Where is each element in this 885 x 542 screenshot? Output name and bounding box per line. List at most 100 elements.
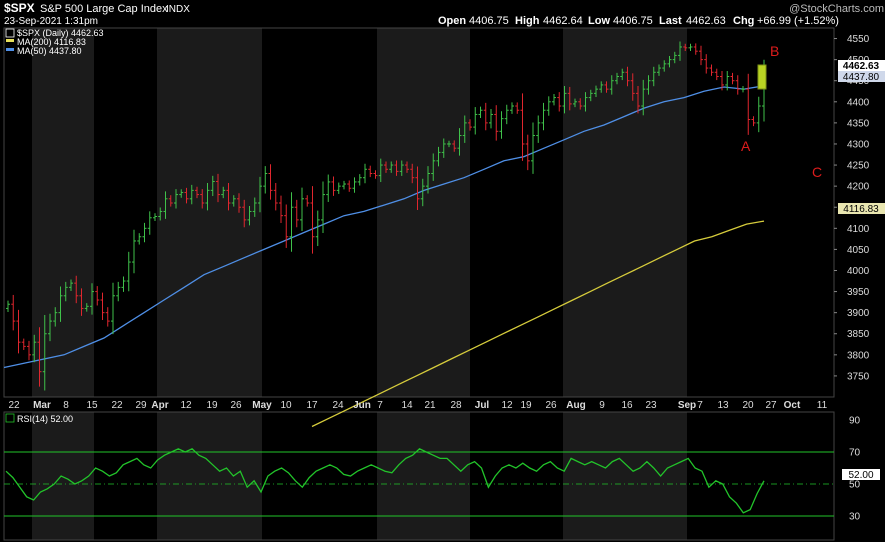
x-tick-label: 19 bbox=[520, 400, 532, 411]
legend-swatch-ma200 bbox=[6, 39, 14, 42]
rsi-tick-label: 70 bbox=[849, 448, 861, 459]
last-price-badge-text: 4462.63 bbox=[843, 61, 880, 72]
legend-swatch-ma50 bbox=[6, 48, 14, 51]
exchange: INDX bbox=[166, 4, 190, 15]
y-tick-label: 4000 bbox=[847, 266, 870, 277]
month-band-rsi bbox=[157, 412, 262, 540]
month-bands bbox=[32, 28, 687, 540]
rsi-series bbox=[5, 448, 765, 514]
x-tick-label: Oct bbox=[784, 400, 801, 411]
x-tick-label: 16 bbox=[621, 400, 633, 411]
ma200-series bbox=[311, 220, 765, 428]
chg-label: Chg bbox=[733, 15, 754, 27]
chg-value: +66.99 (+1.52%) bbox=[757, 15, 839, 27]
last-label: Last bbox=[659, 15, 682, 27]
rsi-tick-label: 30 bbox=[849, 512, 861, 523]
ma50-badge-text: 4437.80 bbox=[843, 72, 880, 83]
x-tick-label: 7 bbox=[377, 400, 383, 411]
x-tick-label: 7 bbox=[697, 400, 703, 411]
x-tick-label: 14 bbox=[401, 400, 413, 411]
x-tick-label: Jun bbox=[353, 400, 371, 411]
x-tick-label: 15 bbox=[86, 400, 98, 411]
rsi-panel-frame bbox=[3, 411, 835, 541]
watermark: @StockCharts.com bbox=[789, 3, 884, 15]
y-tick-label: 3750 bbox=[847, 371, 870, 382]
y-tick-label: 4050 bbox=[847, 245, 870, 256]
month-band-rsi bbox=[32, 412, 94, 540]
x-tick-label: Mar bbox=[33, 400, 51, 411]
x-tick-label: May bbox=[252, 400, 272, 411]
rsi-tick-label: 50 bbox=[849, 480, 861, 491]
y-tick-label: 4400 bbox=[847, 97, 870, 108]
legend-ma200: MA(200) 4116.83 bbox=[17, 37, 86, 47]
highlight-marker bbox=[757, 64, 767, 90]
annotation-a: A bbox=[741, 138, 751, 154]
y-tick-label: 4550 bbox=[847, 34, 870, 45]
ma50-series bbox=[3, 85, 765, 369]
x-tick-label: Apr bbox=[151, 400, 168, 411]
x-tick-label: 22 bbox=[8, 400, 20, 411]
price-panel-frame bbox=[3, 27, 835, 398]
open-value: 4406.75 bbox=[469, 15, 509, 27]
high-value: 4462.64 bbox=[543, 15, 583, 27]
x-tick-label: 28 bbox=[450, 400, 462, 411]
x-tick-label: 23 bbox=[645, 400, 657, 411]
annotation-c: C bbox=[812, 164, 822, 180]
x-tick-label: 9 bbox=[599, 400, 605, 411]
y-tick-label: 4350 bbox=[847, 118, 870, 129]
y-tick-label: 3850 bbox=[847, 329, 870, 340]
month-band bbox=[32, 28, 94, 397]
x-tick-label: 22 bbox=[111, 400, 123, 411]
legend-swatch-price bbox=[5, 28, 15, 38]
rsi-legend: RSI(14) 52.00 bbox=[17, 414, 73, 424]
date-axis: 22 Mar 8 15 22 29 Apr 12 19 26 May 10 17 24 Jun 7 14 21 28… bbox=[8, 400, 827, 411]
rsi-tick-label: 90 bbox=[849, 416, 861, 427]
legend-price: $SPX (Daily) 4462.63 bbox=[17, 28, 104, 38]
x-tick-label: 26 bbox=[230, 400, 242, 411]
y-tick-label: 3800 bbox=[847, 350, 870, 361]
y-tick-label: 4100 bbox=[847, 224, 870, 235]
x-tick-label: Sep bbox=[678, 400, 696, 411]
annotation-b: B bbox=[770, 43, 779, 59]
x-tick-label: 19 bbox=[206, 400, 218, 411]
x-tick-label: 11 bbox=[817, 400, 828, 411]
month-band-rsi bbox=[377, 412, 470, 540]
y-tick-label: 4200 bbox=[847, 182, 870, 193]
rsi-badge bbox=[842, 469, 880, 480]
x-tick-label: 29 bbox=[135, 400, 147, 411]
legend-ma50: MA(50) 4437.80 bbox=[17, 46, 82, 56]
ma200-badge bbox=[838, 203, 885, 214]
x-tick-label: 8 bbox=[63, 400, 69, 411]
rsi-panel: 30 50 70 90 bbox=[4, 416, 861, 523]
rsi-badge-text: 52.00 bbox=[848, 470, 873, 481]
x-tick-label: 24 bbox=[332, 400, 344, 411]
price-bars bbox=[6, 41, 766, 391]
ma50-badge bbox=[838, 71, 885, 82]
x-tick-label: 21 bbox=[424, 400, 436, 411]
rsi-legend-swatch bbox=[5, 413, 15, 423]
ma200-line bbox=[311, 220, 765, 428]
x-tick-label: 13 bbox=[717, 400, 729, 411]
y-tick-label: 3950 bbox=[847, 287, 870, 298]
month-band bbox=[377, 28, 470, 397]
y-tick-label: 4300 bbox=[847, 139, 870, 150]
last-value: 4462.63 bbox=[686, 15, 726, 27]
low-label: Low bbox=[588, 15, 610, 27]
month-band bbox=[157, 28, 262, 397]
x-tick-label: Jul bbox=[475, 400, 490, 411]
ma200-badge-text: 4116.83 bbox=[843, 204, 879, 215]
y-tick-label: 4250 bbox=[847, 161, 870, 172]
x-tick-label: Aug bbox=[566, 400, 585, 411]
x-tick-label: 12 bbox=[180, 400, 192, 411]
month-band bbox=[563, 28, 687, 397]
x-tick-label: 26 bbox=[545, 400, 557, 411]
low-value: 4406.75 bbox=[613, 15, 653, 27]
x-tick-label: 12 bbox=[501, 400, 513, 411]
high-label: High bbox=[515, 15, 540, 27]
x-tick-label: 20 bbox=[742, 400, 754, 411]
x-tick-label: 27 bbox=[765, 400, 777, 411]
x-tick-label: 17 bbox=[306, 400, 318, 411]
ma50-line bbox=[3, 85, 765, 369]
x-tick-label: 10 bbox=[280, 400, 292, 411]
